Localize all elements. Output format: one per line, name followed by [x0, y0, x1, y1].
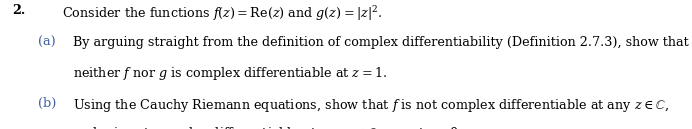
- Text: Consider the functions $f(z) = \mathrm{Re}(z)$ and $g(z) = |z|^2$.: Consider the functions $f(z) = \mathrm{R…: [62, 4, 383, 23]
- Text: By arguing straight from the definition of complex differentiability (Definition: By arguing straight from the definition …: [73, 36, 689, 49]
- Text: and $g$ is not complex differentiable at any $z \in \mathbb{C}$ except $z = 0$.: and $g$ is not complex differentiable at…: [73, 125, 462, 129]
- Text: neither $f$ nor $g$ is complex differentiable at $z = 1$.: neither $f$ nor $g$ is complex different…: [73, 64, 387, 82]
- Text: (b): (b): [38, 97, 57, 110]
- Text: Using the Cauchy Riemann equations, show that $f$ is not complex differentiable : Using the Cauchy Riemann equations, show…: [73, 97, 668, 114]
- Text: (a): (a): [38, 36, 56, 49]
- Text: 2.: 2.: [12, 4, 26, 17]
